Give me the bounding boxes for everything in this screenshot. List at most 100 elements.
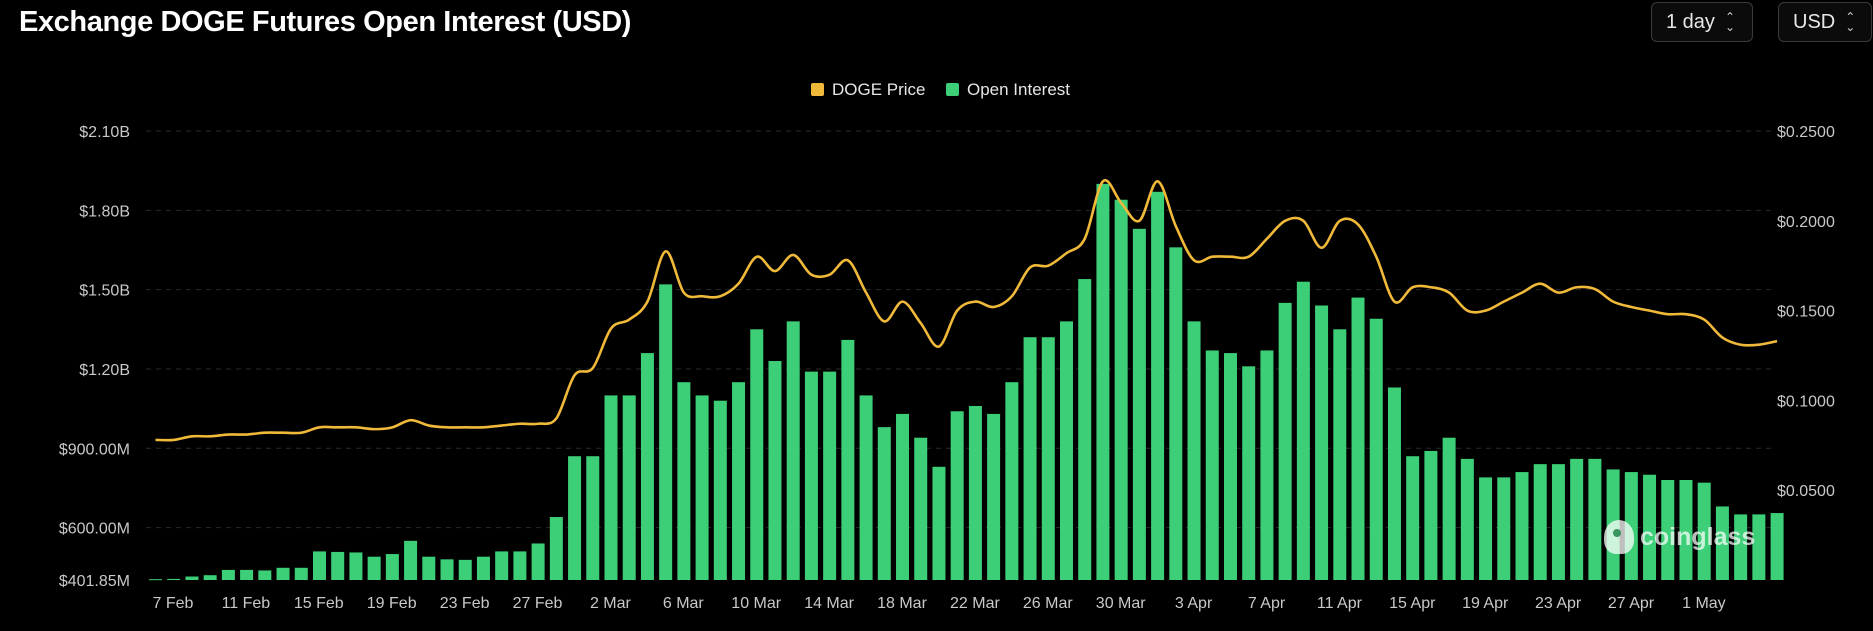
open-interest-bar[interactable] [1770,513,1784,580]
open-interest-bar[interactable] [914,437,928,580]
open-interest-bar[interactable] [713,400,727,580]
open-interest-bar[interactable] [1715,506,1729,580]
open-interest-bar[interactable] [1096,183,1110,580]
open-interest-bar[interactable] [1315,305,1329,580]
open-interest-bar[interactable] [968,405,982,580]
open-interest-bar[interactable] [549,517,563,580]
open-interest-bar[interactable] [586,456,600,580]
open-interest-bar[interactable] [331,551,345,580]
open-interest-bar[interactable] [1296,281,1310,580]
open-interest-bar[interactable] [640,353,654,580]
interval-select-value: 1 day [1666,10,1715,33]
open-interest-bar[interactable] [1132,228,1146,580]
open-interest-bar[interactable] [1187,321,1201,580]
open-interest-bar[interactable] [732,382,746,580]
open-interest-bar[interactable] [294,567,308,580]
open-interest-bar[interactable] [1369,318,1383,580]
open-interest-bar[interactable] [167,578,181,580]
right-axis-tick-label: $0.1000 [1777,393,1835,410]
open-interest-bar[interactable] [659,284,673,580]
open-interest-bar[interactable] [404,540,418,580]
open-interest-bar[interactable] [677,382,691,580]
open-interest-bar[interactable] [440,559,454,580]
open-interest-bar[interactable] [258,570,272,580]
open-interest-bar[interactable] [823,371,837,580]
open-interest-bar[interactable] [1752,514,1766,580]
open-interest-bar[interactable] [1151,191,1165,580]
open-interest-bar[interactable] [1060,321,1073,580]
open-interest-bar[interactable] [1424,450,1438,580]
open-interest-bar[interactable] [276,567,290,580]
open-interest-bar[interactable] [568,456,582,580]
open-interest-bar[interactable] [1442,437,1456,580]
legend-label[interactable]: Open Interest [967,80,1070,99]
open-interest-bar[interactable] [458,559,472,580]
open-interest-bar[interactable] [877,427,891,580]
open-interest-bar[interactable] [149,579,162,581]
open-interest-bar[interactable] [932,466,946,580]
open-interest-bar[interactable] [1023,337,1037,580]
open-interest-bar[interactable] [1169,247,1183,580]
open-interest-bar[interactable] [1333,329,1347,580]
open-interest-bar[interactable] [1551,464,1565,580]
legend-label[interactable]: DOGE Price [832,80,926,99]
interval-select[interactable]: 1 day ⌃ ⌄ [1651,2,1753,42]
open-interest-bar[interactable] [1041,337,1055,580]
open-interest-bar[interactable] [1387,387,1401,580]
open-interest-bar[interactable] [1734,514,1748,580]
open-interest-bar[interactable] [1205,350,1219,580]
open-interest-bar[interactable] [1260,350,1274,580]
open-interest-bar[interactable] [1643,474,1657,580]
open-interest-bar[interactable] [1242,366,1256,580]
open-interest-bar[interactable] [312,551,326,580]
open-interest-bar[interactable] [1223,353,1237,580]
open-interest-bar[interactable] [367,556,381,580]
open-interest-bar[interactable] [513,551,527,580]
right-axis-tick-label: $0.2000 [1777,214,1835,231]
open-interest-bar[interactable] [786,321,800,580]
open-interest-bar[interactable] [1624,472,1638,580]
open-interest-bar[interactable] [1351,297,1365,580]
left-axis-tick-label: $600.00M [59,521,130,538]
open-interest-bar[interactable] [476,556,490,580]
open-interest-bar[interactable] [349,552,363,580]
open-interest-bar[interactable] [622,395,636,580]
open-interest-bar[interactable] [1078,279,1092,580]
open-interest-bar[interactable] [422,556,436,580]
open-interest-bar[interactable] [950,411,964,580]
chevron-up-down-icon: ⌃ ⌄ [1845,10,1856,34]
open-interest-bar[interactable] [1479,477,1493,580]
open-interest-bar[interactable] [1497,477,1511,580]
open-interest-bar[interactable] [695,395,709,580]
open-interest-bar[interactable] [841,339,855,580]
open-interest-bar[interactable] [1114,199,1128,580]
open-interest-bar[interactable] [859,395,873,580]
open-interest-bar[interactable] [987,413,1001,580]
open-interest-bar[interactable] [1005,382,1019,580]
open-interest-bar[interactable] [221,569,235,580]
open-interest-bar[interactable] [896,413,910,580]
open-interest-bar[interactable] [750,329,764,580]
open-interest-bar[interactable] [1697,482,1711,580]
open-interest-bar[interactable] [385,554,399,580]
open-interest-bar[interactable] [1278,302,1292,580]
open-interest-bar[interactable] [203,575,217,580]
open-interest-bar[interactable] [1661,480,1675,580]
open-interest-bar[interactable] [604,395,618,580]
open-interest-bar[interactable] [531,543,545,580]
open-interest-bar[interactable] [768,361,782,580]
open-interest-bars [149,183,1784,581]
open-interest-bar[interactable] [804,371,818,580]
open-interest-bar[interactable] [1570,458,1584,580]
open-interest-bar[interactable] [1515,472,1529,580]
open-interest-bar[interactable] [1588,458,1602,580]
open-interest-bar[interactable] [1679,480,1693,580]
open-interest-bar[interactable] [240,569,254,580]
open-interest-bar[interactable] [1406,456,1420,580]
currency-select[interactable]: USD ⌃ ⌄ [1778,2,1872,42]
open-interest-bar[interactable] [185,576,199,580]
open-interest-bar[interactable] [1460,458,1474,580]
open-interest-bar[interactable] [495,551,509,580]
open-interest-bar[interactable] [1533,464,1547,580]
